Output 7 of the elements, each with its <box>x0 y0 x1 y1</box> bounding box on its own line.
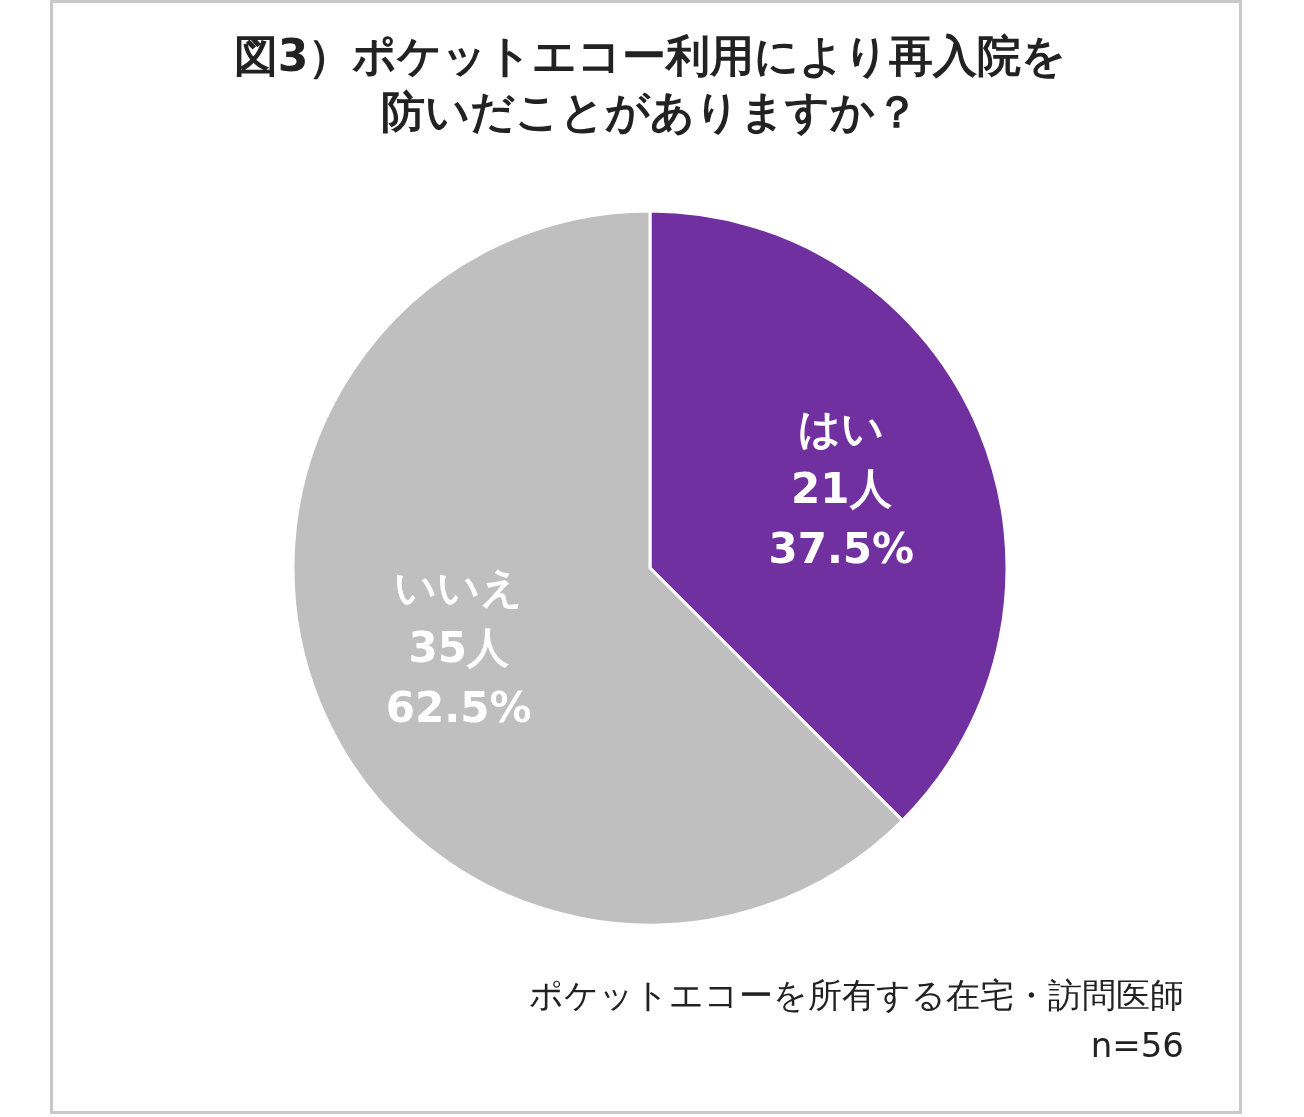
slice-label: はい <box>798 404 885 454</box>
text: n=56 <box>1089 1024 1184 1067</box>
data-label: 21人 37.5% <box>768 464 915 574</box>
data-label: 35人 62.5% <box>385 622 532 732</box>
chart-title: 図3）ポケットエコー利用により再入院を防いだことがありますか？ <box>232 29 1068 139</box>
text: ポケットエコーを所有する在宅・訪問医師 <box>529 974 1184 1017</box>
slice-label: いいえ <box>394 562 524 612</box>
